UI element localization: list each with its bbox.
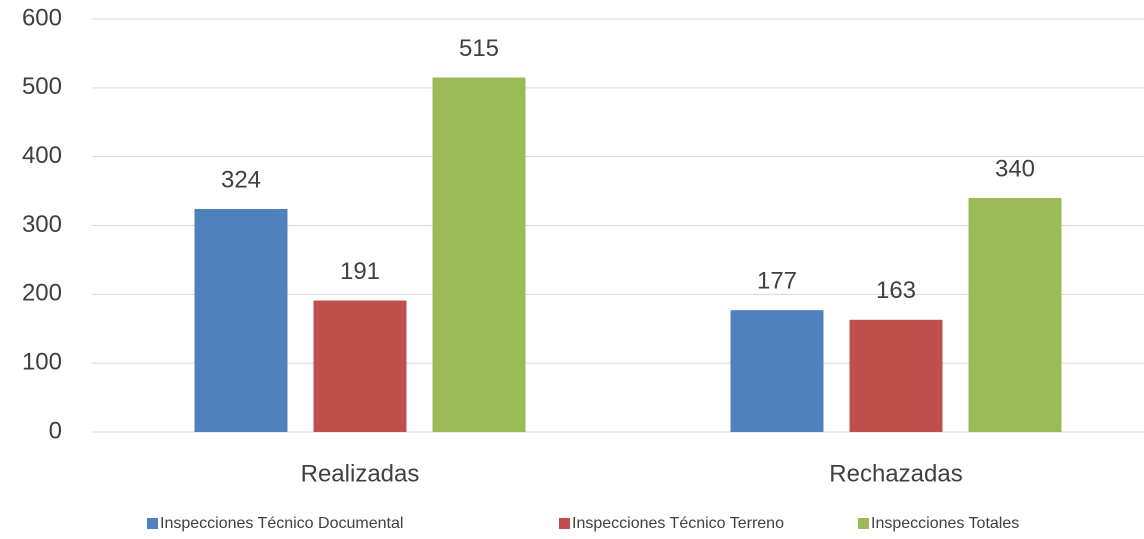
bar — [730, 310, 824, 432]
y-tick-label: 100 — [22, 349, 62, 376]
legend-swatch — [559, 518, 570, 529]
bar — [968, 197, 1062, 432]
data-label: 177 — [757, 268, 797, 295]
legend-label: Inspecciones Técnico Terreno — [572, 515, 784, 532]
bar — [849, 319, 943, 432]
y-tick-label: 500 — [22, 73, 62, 100]
y-tick-label: 600 — [22, 4, 62, 31]
x-tick-label: Realizadas — [301, 460, 420, 487]
legend-swatch — [147, 518, 158, 529]
y-tick-label: 200 — [22, 280, 62, 307]
bar — [194, 208, 288, 432]
y-tick-label: 400 — [22, 142, 62, 169]
data-label: 163 — [876, 277, 916, 304]
y-tick-label: 300 — [22, 211, 62, 238]
bar — [313, 300, 407, 432]
data-label: 340 — [995, 155, 1035, 182]
data-label: 324 — [221, 166, 261, 193]
data-label: 515 — [459, 35, 499, 62]
x-tick-label: Rechazadas — [829, 460, 962, 487]
legend-swatch — [858, 518, 869, 529]
legend-label: Inspecciones Totales — [871, 515, 1019, 532]
y-tick-label: 0 — [49, 417, 62, 444]
legend-label: Inspecciones Técnico Documental — [160, 515, 403, 532]
bar — [432, 77, 526, 432]
data-label: 191 — [340, 258, 380, 285]
